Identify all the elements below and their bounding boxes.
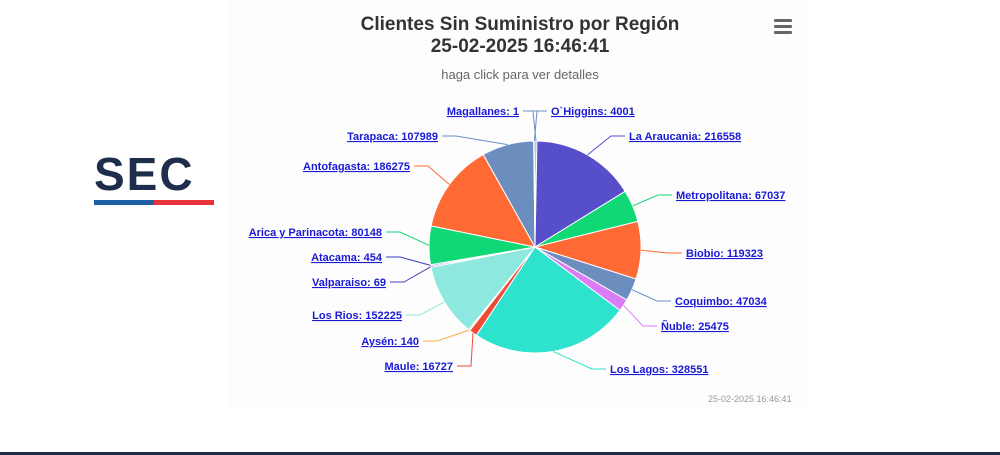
hamburger-icon — [774, 19, 792, 22]
slice-label-10[interactable]: Valparaiso: 69 — [312, 277, 386, 289]
slice-label-11[interactable]: Atacama: 454 — [311, 252, 383, 264]
connector-line-15 — [523, 110, 538, 142]
slice-label-1[interactable]: La Araucania: 216558 — [629, 131, 741, 143]
slice-label-13[interactable]: Antofagasta: 186275 — [303, 161, 410, 173]
connector-line-14 — [442, 135, 508, 146]
chart-menu-button[interactable] — [774, 19, 792, 35]
chart-title-line2: 25-02-2025 16:46:41 — [430, 36, 610, 57]
slice-label-15[interactable]: Magallanes: 1 — [447, 106, 519, 118]
chart-timestamp: 25-02-2025 16:46:41 — [708, 394, 792, 404]
connector-line-11 — [386, 256, 431, 266]
slice-label-8[interactable]: Aysén: 140 — [361, 336, 419, 348]
slice-label-7[interactable]: Maule: 16727 — [385, 361, 453, 373]
pie-slice-6[interactable] — [475, 246, 621, 354]
connector-line-4 — [631, 289, 671, 302]
connector-line-12 — [386, 231, 430, 246]
logo-text: SEC — [94, 150, 195, 200]
slice-label-0[interactable]: O`Higgins: 4001 — [551, 106, 635, 118]
pie-slice-1[interactable] — [534, 140, 626, 248]
connector-line-6 — [552, 350, 606, 370]
slice-label-6[interactable]: Los Lagos: 328551 — [610, 364, 708, 376]
connector-line-10 — [390, 266, 432, 283]
connector-line-9 — [406, 301, 445, 316]
slice-label-3[interactable]: Biobio: 119323 — [686, 248, 763, 260]
chart-subtitle: haga click para ver detalles — [441, 67, 599, 82]
connector-line-2 — [632, 194, 672, 207]
connector-line-7 — [457, 332, 474, 367]
slice-label-4[interactable]: Coquimbo: 47034 — [675, 296, 768, 308]
sec-logo: SEC — [94, 148, 214, 213]
slice-label-2[interactable]: Metropolitana: 67037 — [676, 190, 785, 202]
footer-bar — [0, 452, 1000, 455]
slice-label-12[interactable]: Arica y Parinacota: 80148 — [249, 227, 382, 239]
connector-line-1 — [587, 135, 625, 156]
connector-line-13 — [414, 165, 450, 185]
chart-title-line1: Clientes Sin Suministro por Región — [360, 14, 680, 35]
pie-slice-15[interactable] — [533, 140, 536, 248]
connector-line-8 — [423, 329, 470, 342]
connector-line-5 — [623, 304, 657, 327]
connector-line-3 — [640, 249, 682, 254]
slice-label-5[interactable]: Ñuble: 25475 — [661, 320, 729, 333]
pie-slice-13[interactable] — [430, 153, 536, 248]
pie-slice-9[interactable] — [430, 246, 537, 331]
slice-label-9[interactable]: Los Rios: 152225 — [312, 310, 402, 322]
chart-title: Clientes Sin Suministro por Región 25-02… — [0, 14, 1000, 58]
slice-label-14[interactable]: Tarapaca: 107989 — [347, 131, 438, 143]
